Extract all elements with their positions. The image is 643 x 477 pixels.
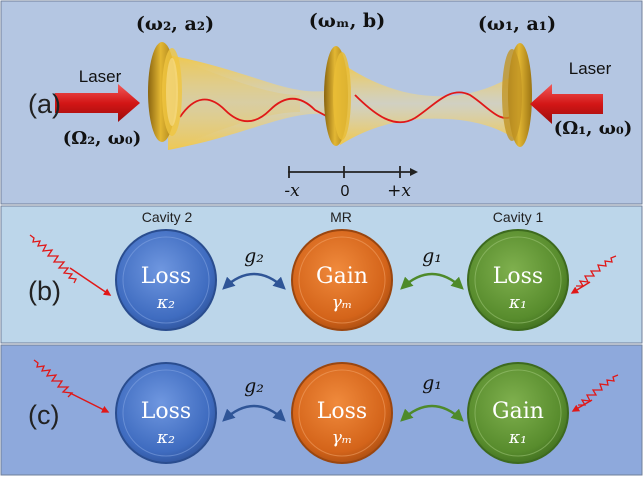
middle-mirror-label: (ωₘ, b) [309, 10, 385, 32]
coupling-g1-label: g₁ [422, 245, 442, 267]
coupling-arrow-left-c [222, 404, 286, 422]
circle-mr-title: Gain [316, 264, 368, 289]
left-mirror-label: (ω₂, a₂) [136, 13, 214, 35]
circle-mr: Gain γₘ [291, 229, 393, 331]
circle-cavity1-c-param: κ₁ [508, 428, 527, 448]
middle-mirror [324, 46, 351, 146]
laser-left-label: Laser [79, 67, 122, 86]
wave-packet-right [570, 255, 617, 294]
laser-right-arrow [530, 84, 603, 124]
header-cavity1: Cavity 1 [493, 209, 544, 225]
header-cavity2: Cavity 2 [142, 209, 193, 225]
laser-left-arrow [55, 84, 140, 122]
panel-c-label: (c) [28, 400, 59, 430]
laser-left-params: (Ω₂, ω₀) [63, 128, 142, 149]
panel-b-label: (b) [28, 276, 61, 306]
circle-cavity2-c-title: Loss [141, 399, 191, 424]
coupling-arrow-left [222, 272, 286, 290]
wave-packet-left-c [33, 359, 110, 413]
wave-packet-left [29, 234, 112, 296]
panel-a-label: (a) [28, 89, 61, 119]
axis-pos-label: +x [387, 181, 411, 201]
position-axis [288, 166, 418, 178]
right-mirror [502, 43, 532, 147]
circle-cavity1-c-title: Gain [492, 399, 544, 424]
axis-zero-label: 0 [341, 183, 350, 200]
circle-cavity2-c: Loss κ₂ [115, 362, 217, 464]
coupling-g2-label-c: g₂ [244, 375, 264, 397]
right-mirror-label: (ω₁, a₁) [478, 13, 556, 35]
circle-cavity1-c: Gain κ₁ [467, 362, 569, 464]
coupling-g2-label: g₂ [244, 245, 264, 267]
axis-neg-label: -x [284, 181, 300, 201]
laser-right-params: (Ω₁, ω₀) [554, 118, 633, 139]
coupling-arrow-right-c [400, 404, 464, 422]
wave-packet-right-c [571, 374, 619, 412]
cavity-beam-mid [340, 62, 520, 145]
circle-cavity2-param: κ₂ [156, 293, 175, 313]
circle-mr-c-title: Loss [317, 399, 367, 424]
header-mr: MR [330, 209, 352, 225]
circle-cavity2-c-param: κ₂ [156, 428, 175, 448]
cavity-beam-left-waist [168, 55, 300, 150]
coupling-g1-label-c: g₁ [422, 372, 442, 394]
laser-right-label: Laser [569, 59, 612, 78]
circle-cavity1-title: Loss [493, 264, 543, 289]
coupling-arrow-right [400, 272, 464, 290]
left-mirror [148, 42, 182, 142]
circle-mr-c-param: γₘ [332, 428, 353, 448]
circle-cavity1-param: κ₁ [508, 293, 527, 313]
circle-cavity2-title: Loss [141, 264, 191, 289]
cavity-beam [168, 55, 330, 150]
panel-c: (c) Loss κ₂ Loss γₘ Gain κ₁ [0, 344, 643, 476]
circle-mr-c: Loss γₘ [291, 362, 393, 464]
standing-wave [179, 97, 331, 123]
circle-mr-param: γₘ [332, 293, 353, 313]
panel-b: (b) Cavity 2 MR Cavity 1 Loss κ₂ Gain γₘ [0, 205, 643, 344]
circle-cavity2: Loss κ₂ [115, 229, 217, 331]
standing-wave-right [354, 91, 516, 124]
circle-cavity1: Loss κ₁ [467, 229, 569, 331]
panel-a: (a) (ω₂, a₂) (ωₘ, b) (ω₁, a₁) Laser (Ω₂,… [0, 0, 643, 205]
